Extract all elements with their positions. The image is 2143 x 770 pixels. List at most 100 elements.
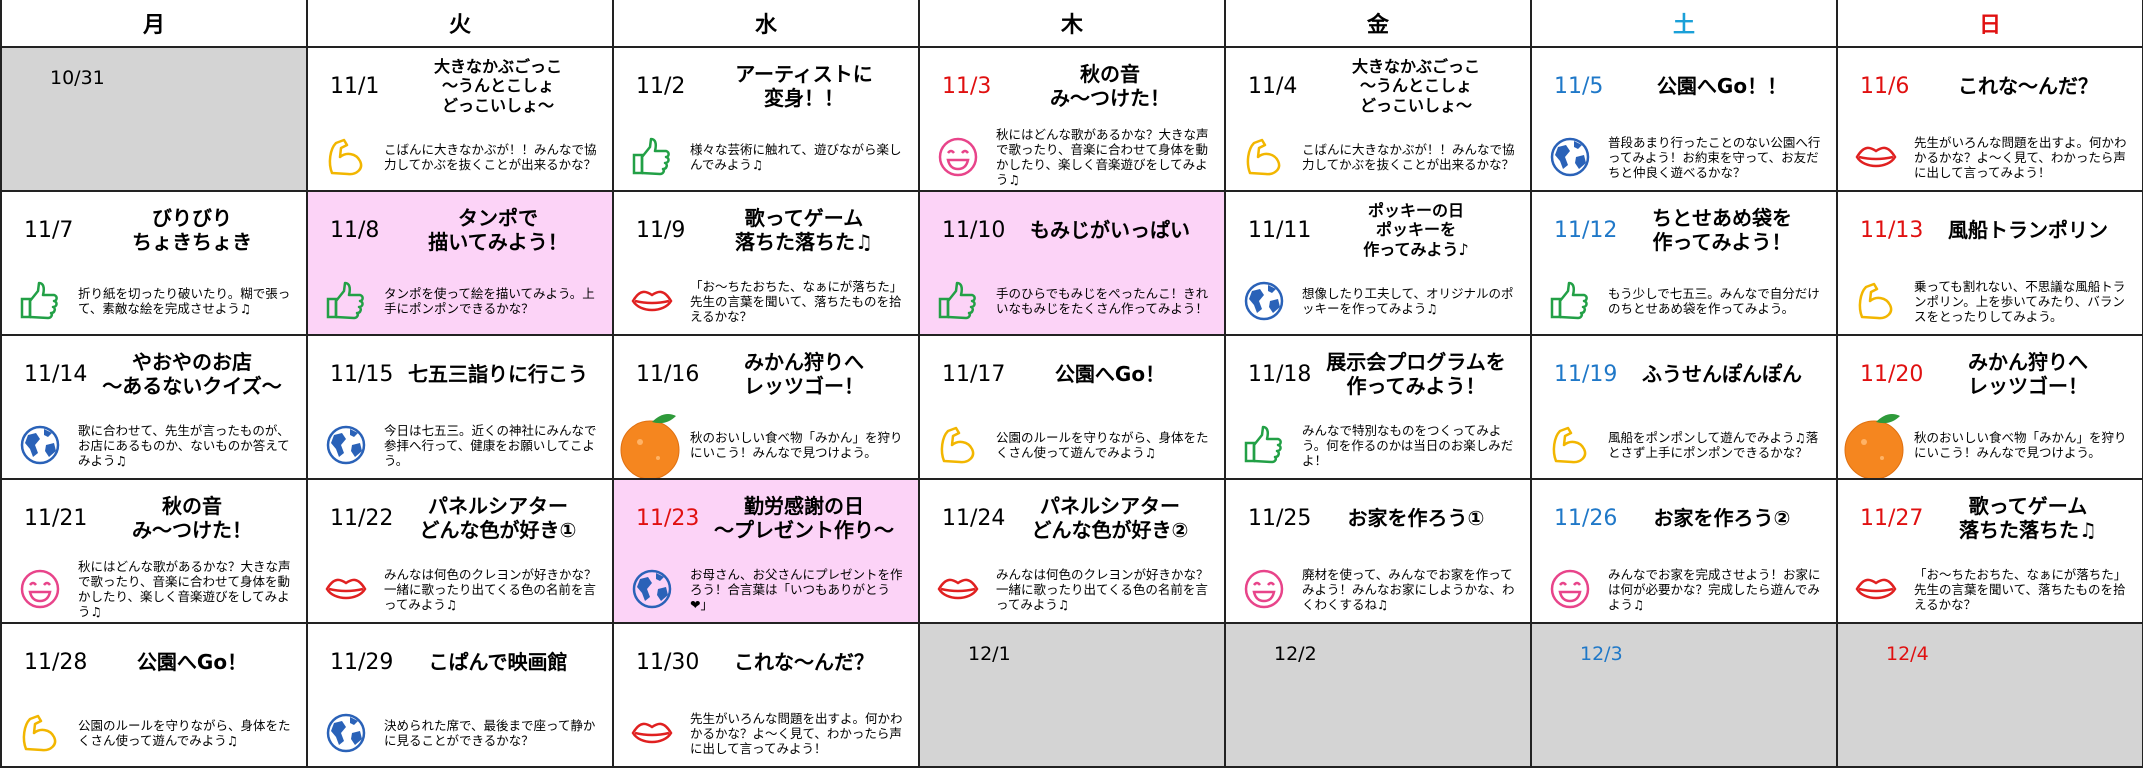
- cell-top: 12/2: [1226, 624, 1530, 684]
- title-line: 勤労感謝の日: [744, 494, 864, 518]
- title: アーティストに 変身！！: [698, 62, 918, 110]
- day-cell: 12/4: [1838, 624, 2143, 768]
- icon-image: [631, 722, 673, 744]
- cell-top: 11/1 大きなかぶごっこ ～うんとこしょ どっこいしょ～: [308, 48, 612, 124]
- cell-top: 12/4: [1838, 624, 2142, 684]
- description: こばんに大きなかぶが！！みんなで協力してかぶを抜くことが出来るかな？: [384, 142, 597, 172]
- cell-top: 11/2 アーティストに 変身！！: [614, 48, 918, 124]
- description: 普段あまり行ったことのない公園へ行ってみよう！お約束を守って、お友だちと仲良く遊…: [1608, 134, 1821, 180]
- date: 11/5: [1554, 73, 1604, 99]
- title-line: みかん狩りへ: [744, 350, 864, 374]
- cell-top: 11/3 秋の音 み～つけた！: [920, 48, 1224, 124]
- icon: [1532, 279, 1608, 323]
- title-line: やおやのお店: [132, 350, 252, 374]
- day-header: 月: [2, 0, 308, 48]
- cell-body: こばんに大きなかぶが！！みんなで協力してかぶを抜くことが出来るかな？: [308, 124, 612, 190]
- date: 11/26: [1554, 505, 1618, 531]
- date: 11/2: [636, 73, 686, 99]
- icon-image: [20, 281, 58, 320]
- icon-image: [325, 578, 367, 600]
- day-cell: 11/19 ふうせんぽんぽん 風船をポンポンして遊んでみよう♫落とさず上手にポンポン…: [1532, 336, 1838, 480]
- cell-body: 廃材を使って、みんなでお家を作ってみよう！みんなお家にしようかな、わくわくするね…: [1226, 556, 1530, 622]
- cell-body: もう少しで七五三。みんなで自分だけのちとせあめ袋を作ってみよう。: [1532, 268, 1836, 334]
- date: 11/3: [942, 73, 992, 99]
- title-line: 落ちた落ちた♫: [735, 230, 873, 254]
- cell-top: 11/12 ちとせあめ袋を 作ってみよう！: [1532, 192, 1836, 268]
- cell-body: 乗っても割れない、不思議な風船トランポリン。上を歩いてみたり、バランスをとったり…: [1838, 268, 2142, 334]
- title: 秋の音 み～つけた！: [1004, 62, 1224, 110]
- title: 公園へGo！: [86, 650, 306, 674]
- date: 11/14: [24, 361, 88, 387]
- title: 勤労感謝の日 ～プレゼント作り～: [698, 494, 918, 542]
- title: 七五三詣りに行こう: [392, 362, 612, 386]
- description: みんなは何色のクレヨンが好きかな？一緒に歌ったり出てくる色の名前を言ってみよう♫: [996, 566, 1209, 612]
- day-cell: 11/9 歌ってゲーム 落ちた落ちた♫ 「お～ちたおちた、なぁにが落ちた」先生の言葉を…: [614, 192, 920, 336]
- icon: [308, 279, 384, 323]
- date: 11/16: [636, 361, 700, 387]
- title: ポッキーの日 ポッキーを 作ってみよう♪: [1310, 201, 1530, 259]
- cell-top: 11/15 七五三詣りに行こう: [308, 336, 612, 412]
- cell-top: 11/21 秋の音 み～つけた！: [2, 480, 306, 556]
- icon: [920, 279, 996, 323]
- date: 12/3: [1580, 643, 1623, 665]
- icon: [1532, 567, 1608, 611]
- title: びりびり ちょきちょき: [86, 206, 306, 254]
- description: みんなで特別なものをつくってみよう。何を作るのかは当日のお楽しみだよ！: [1302, 422, 1514, 468]
- title-line: パネルシアター: [1040, 494, 1180, 518]
- title-line: これな～んだ？: [1958, 74, 2098, 98]
- title-line: みかん狩りへ: [1968, 350, 2088, 374]
- date: 10/31: [50, 67, 105, 89]
- date: 11/18: [1248, 361, 1312, 387]
- day-cell: 11/10 もみじがいっぱい 手のひらでもみじをぺったんこ！きれいなもみじをたくさん…: [920, 192, 1226, 336]
- icon: [1838, 567, 1914, 611]
- description: 公園のルールを守りながら、身体をたくさん使って遊んでみよう♫: [78, 718, 291, 748]
- cell-body: 「お～ちたおちた、なぁにが落ちた」先生の言葉を聞いて、落ちたものを拾えるかな？: [614, 268, 918, 334]
- cell-top: 11/27 歌ってゲーム 落ちた落ちた♫: [1838, 480, 2142, 556]
- day-cell: 11/11 ポッキーの日 ポッキーを 作ってみよう♪ 想像したり工夫して、オリジナルのポ…: [1226, 192, 1532, 336]
- day-cell: 11/20 みかん狩りへ レッツゴー！ 秋のおいしい食べ物「みかん」を狩りにいこう！み…: [1838, 336, 2143, 480]
- cell-body: 先生がいろんな問題を出すよ。何かわかるかな？よ～く見て、わかったら声に出して言っ…: [1838, 124, 2142, 190]
- day-cell: 11/16 みかん狩りへ レッツゴー！ 秋のおいしい食べ物「みかん」を狩りにいこう！み…: [614, 336, 920, 480]
- cell-top: 11/13 風船トランポリン: [1838, 192, 2142, 268]
- title-line: レッツゴー！: [744, 374, 864, 398]
- day-header: 火: [308, 0, 614, 48]
- title-line: 作ってみよう！: [1346, 374, 1486, 398]
- day-cell: 11/28 公園へGo！ 公園のルールを守りながら、身体をたくさん使って遊んでみよう…: [2, 624, 308, 768]
- title-line: どっこいしょ～: [441, 95, 554, 115]
- icon-image: [938, 281, 976, 320]
- icon: [2, 711, 78, 755]
- day-header: 木: [920, 0, 1226, 48]
- title-line: 作ってみよう♪: [1363, 239, 1469, 259]
- title: やおやのお店 ～あるないクイズ～: [86, 350, 306, 398]
- cell-top: 11/9 歌ってゲーム 落ちた落ちた♫: [614, 192, 918, 268]
- date: 11/15: [330, 361, 394, 387]
- date: 11/13: [1860, 217, 1924, 243]
- description: タンポを使って絵を描いてみよう。上手にポンポンできるかな？: [384, 286, 595, 316]
- icon-image: [20, 569, 60, 609]
- description: 「お～ちたおちた、なぁにが落ちた」先生の言葉を聞いて、落ちたものを拾えるかな？: [690, 278, 903, 324]
- date: 11/1: [330, 73, 380, 99]
- cell-top: 11/23 勤労感謝の日 ～プレゼント作り～: [614, 480, 918, 556]
- day-cell: 11/25 お家を作ろう① 廃材を使って、みんなでお家を作ってみよう！みんなお家にし…: [1226, 480, 1532, 624]
- title-line: どっこいしょ～: [1359, 95, 1472, 115]
- title-line: ちょきちょき: [132, 230, 252, 254]
- title-line: 公園へGo！: [1054, 362, 1166, 386]
- cell-body: 公園のルールを守りながら、身体をたくさん使って遊んでみよう♫: [2, 700, 306, 766]
- date: 11/28: [24, 649, 88, 675]
- title-line: パネルシアター: [428, 494, 568, 518]
- title: 大きなかぶごっこ ～うんとこしょ どっこいしょ～: [392, 57, 612, 115]
- title: 風船トランポリン: [1922, 218, 2142, 242]
- description: 公園のルールを守りながら、身体をたくさん使って遊んでみよう♫: [996, 430, 1209, 460]
- title-line: ～うんとこしょ: [1359, 76, 1472, 96]
- title-line: 描いてみよう！: [428, 230, 568, 254]
- description: 今日は七五三。近くの神社にみんなで参拝へ行って、健康をお願いしてこよう。: [384, 422, 597, 468]
- day-cell: 11/30 これな～んだ？ 先生がいろんな問題を出すよ。何かわかるかな？よ～く見て、…: [614, 624, 920, 768]
- title-line: ～プレゼント作り～: [714, 518, 894, 542]
- cell-body: 今日は七五三。近くの神社にみんなで参拝へ行って、健康をお願いしてこよう。: [308, 412, 612, 478]
- day-header: 金: [1226, 0, 1532, 48]
- icon: [920, 567, 996, 611]
- icon-image: [937, 578, 979, 600]
- cell-body: みんなは何色のクレヨンが好きかな？一緒に歌ったり出てくる色の名前を言ってみよう♫: [920, 556, 1224, 622]
- cell-top: 11/8 タンポで 描いてみよう！: [308, 192, 612, 268]
